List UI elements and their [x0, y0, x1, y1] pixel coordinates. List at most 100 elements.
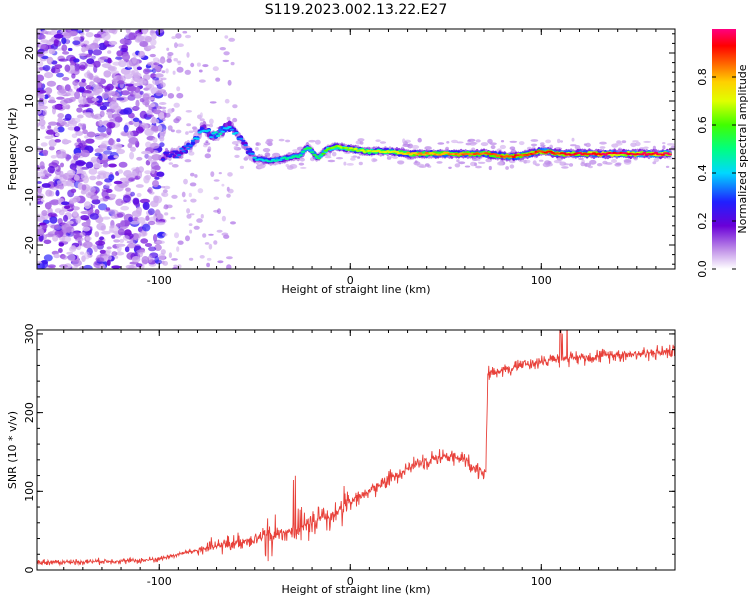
- spectrogram-noise-cell: [98, 153, 103, 161]
- spectrogram-noise-cell: [207, 146, 212, 152]
- spectrogram-noise-cell: [128, 32, 135, 41]
- spectrogram-noise-cell: [193, 225, 200, 230]
- spectrogram-noise-cell: [480, 142, 489, 147]
- spectrogram-noise-cell: [74, 152, 83, 157]
- spectrogram-track-cell: [348, 147, 354, 150]
- spectrogram-noise-cell: [402, 138, 406, 144]
- spectrogram-noise-cell: [568, 163, 574, 167]
- spectrogram-noise-cell: [189, 182, 197, 187]
- spectrogram-noise-cell: [194, 174, 198, 178]
- spectrogram-noise-cell: [79, 251, 85, 255]
- spectrogram-noise-cell: [202, 233, 207, 238]
- spectrogram-noise-cell: [152, 76, 160, 81]
- spectrogram-noise-cell: [285, 164, 290, 167]
- spectrogram-noise-cell: [42, 65, 51, 71]
- spectrogram-track-cell: [215, 135, 221, 137]
- spectrogram-noise-cell: [181, 191, 186, 198]
- spectrogram-noise-cell: [78, 96, 87, 104]
- spectrogram-noise-cell: [137, 170, 143, 179]
- spectrogram-noise-cell: [500, 140, 505, 143]
- spectrogram-track-cell: [321, 152, 326, 155]
- spectrogram-noise-cell: [71, 73, 76, 79]
- spectrogram-noise-cell: [227, 79, 232, 86]
- spectrogram-noise-cell: [122, 235, 130, 241]
- spectrogram-noise-cell: [123, 124, 129, 133]
- spectrogram-noise-cell: [219, 47, 226, 51]
- spectrogram-noise-cell: [63, 32, 72, 39]
- spectrogram-noise-cell: [456, 159, 460, 163]
- spectrogram-noise-cell: [94, 148, 104, 153]
- spectrogram-noise-cell: [666, 143, 675, 146]
- spectrogram-track-cell: [238, 137, 244, 140]
- spectrogram-noise-cell: [131, 256, 141, 263]
- spectrogram-noise-cell: [200, 214, 204, 219]
- spectrogram-noise-cell: [190, 198, 197, 203]
- spectrogram-noise-cell: [44, 202, 52, 210]
- spectrogram-noise-cell: [105, 182, 112, 187]
- spectrogram-noise-cell: [136, 66, 142, 71]
- spectrogram-noise-cell: [67, 169, 76, 176]
- spectrogram-noise-cell: [152, 137, 158, 143]
- snr-panel: -100 0 100 0 100 200 300 Height of straight li…: [6, 323, 676, 596]
- spectrogram-noise-cell: [106, 121, 116, 129]
- spectrogram-noise-cell: [630, 142, 637, 148]
- spectrogram-noise-cell: [148, 98, 156, 102]
- spectrogram-track-cell: [408, 153, 413, 156]
- spectrogram-noise-cell: [464, 165, 471, 168]
- spectrogram-noise-cell: [67, 126, 77, 131]
- spectrogram-noise-cell: [643, 140, 651, 143]
- spectrogram-noise-cell: [85, 161, 94, 169]
- spectrogram-noise-cell: [99, 105, 108, 111]
- spectrogram-noise-cell: [72, 231, 81, 237]
- spectrogram-noise-cell: [50, 224, 59, 229]
- spectrogram-noise-cell: [185, 131, 189, 135]
- spectrogram-noise-cell: [335, 157, 344, 160]
- spectrogram-track-cell: [172, 150, 177, 153]
- spectrogram-noise-cell: [559, 161, 567, 166]
- spectrogram-noise-cell: [175, 116, 182, 122]
- spectrogram-noise-cell: [108, 40, 118, 46]
- spectrogram-noise-cell: [168, 252, 172, 259]
- spectrogram-noise-cell: [128, 137, 139, 145]
- figure-title: S119.2023.002.13.22.E27: [265, 2, 448, 18]
- spectrogram-noise-cell: [557, 138, 561, 144]
- spectrogram-noise-cell: [76, 159, 86, 167]
- spectrogram-noise-cell: [108, 101, 119, 110]
- spectrogram-track-cell: [360, 149, 365, 152]
- spectrogram-noise-cell: [82, 112, 92, 116]
- snr-y-tick-label: 300: [23, 323, 36, 344]
- spectrogram-noise-cell: [85, 236, 92, 241]
- spectrogram-noise-cell: [43, 94, 49, 100]
- spectrogram-noise-cell: [54, 139, 61, 143]
- spectrogram-noise-cell: [78, 81, 87, 87]
- colorbar-gradient: [712, 29, 736, 269]
- spectrogram-noise-cell: [437, 142, 445, 145]
- spectrogram-noise-cell: [227, 188, 234, 194]
- spectrogram-noise-cell: [121, 44, 129, 52]
- spectrogram-noise-cell: [167, 108, 174, 114]
- spectrogram-noise-cell: [218, 172, 222, 175]
- spectrogram-noise-cell: [198, 69, 203, 73]
- snr-series-line: [37, 330, 675, 567]
- spectrogram-track-cell: [346, 148, 351, 151]
- spectrogram-noise-cell: [226, 256, 233, 260]
- spectrogram-noise-cell: [327, 152, 332, 157]
- spectrogram-noise-cell: [530, 139, 539, 142]
- spectrogram-noise-cell: [223, 51, 230, 56]
- spectrogram-noise-cell: [102, 85, 111, 90]
- spectrogram-noise-cell: [74, 91, 81, 100]
- spectrogram-heatmap: [37, 29, 675, 269]
- spectrogram-noise-cell: [530, 143, 538, 147]
- spectrogram-noise-cell: [115, 251, 125, 256]
- spectrogram-noise-cell: [80, 172, 88, 181]
- spectrogram-noise-cell: [208, 243, 213, 250]
- spectrogram-noise-cell: [292, 149, 300, 153]
- spectrogram-noise-cell: [130, 70, 135, 76]
- spectrogram-noise-cell: [392, 155, 398, 159]
- spectrogram-noise-cell: [176, 92, 184, 99]
- spectrogram-noise-cell: [44, 87, 53, 95]
- spectrogram-noise-cell: [168, 162, 173, 165]
- spectrogram-noise-cell: [101, 230, 111, 235]
- spectrogram-noise-cell: [99, 56, 110, 61]
- spectrogram-track-cell: [243, 144, 248, 147]
